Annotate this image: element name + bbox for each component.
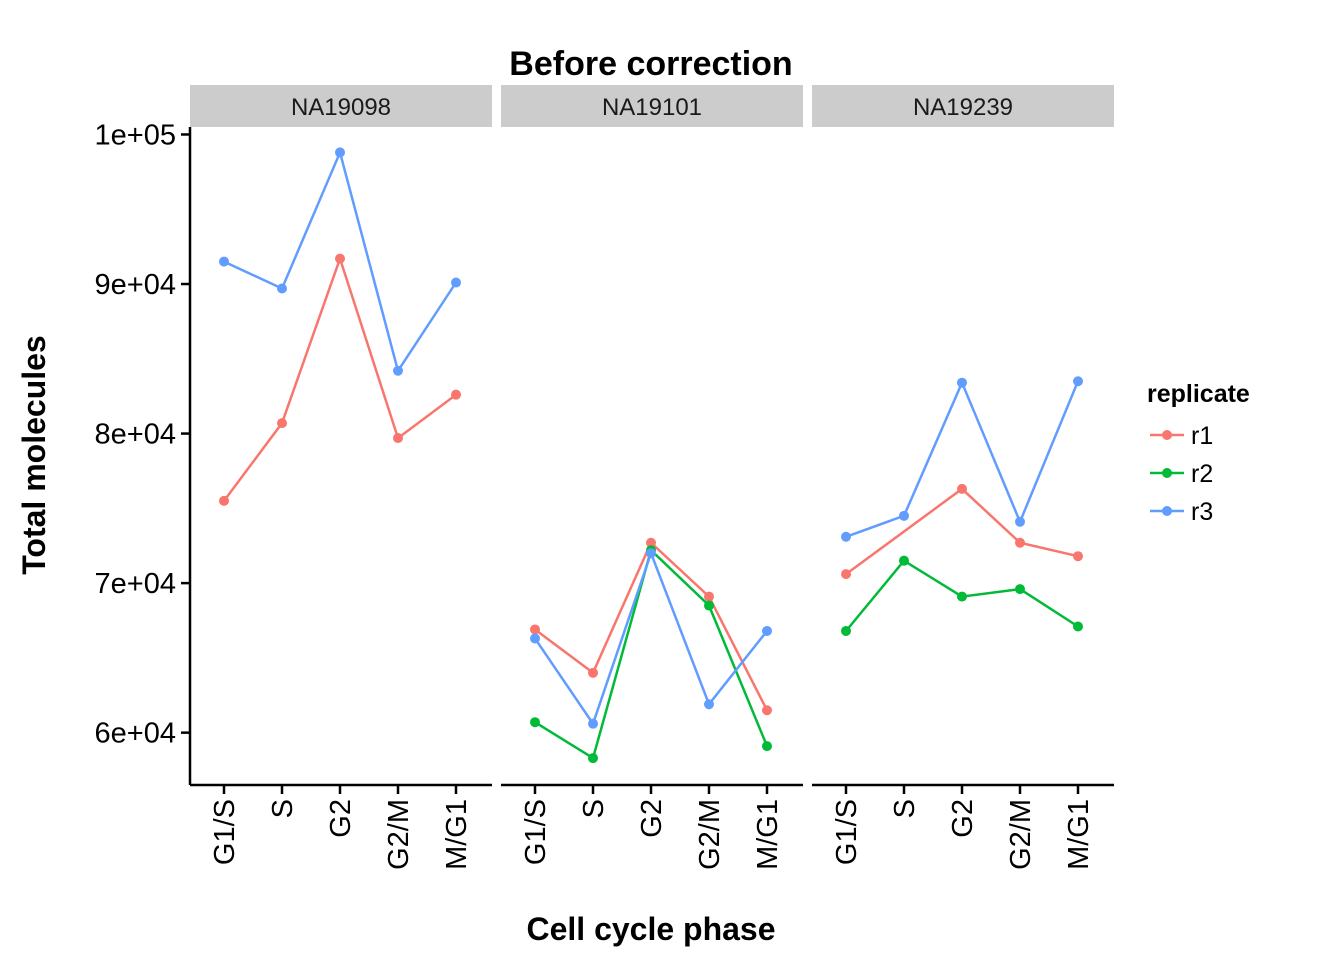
strip-label-na19098: NA19098 — [291, 94, 391, 121]
point-na19239-r1-3 — [1015, 537, 1025, 548]
line-na19239-r1 — [845, 487, 1079, 576]
legend-point-r3 — [1162, 506, 1172, 516]
point-na19098-r3-1 — [277, 283, 287, 294]
x-tick-label-na19101-4: M/G1 — [752, 799, 784, 870]
panel-na19101: NA19101 G1/S S G2 G2/M M/G1 — [501, 85, 803, 870]
panel-na19098: NA19098 G1/S S G2 G2/M M/G1 — [190, 85, 492, 870]
facet-panels: NA19098 G1/S S G2 G2/M M/G1 NA19101 G1/S S G2 G2/M… — [190, 85, 1114, 870]
point-na19239-r1-4 — [1073, 551, 1083, 562]
point-na19101-r1-4 — [762, 705, 772, 716]
point-na19101-r3-0 — [530, 633, 540, 644]
point-na19101-r1-3 — [704, 591, 714, 602]
point-na19098-r1-1 — [277, 418, 287, 429]
point-na19101-r1-2 — [646, 537, 656, 548]
legend-point-r2 — [1162, 468, 1172, 478]
x-tick-label-na19101-1: S — [578, 799, 610, 818]
point-na19098-r1-3 — [393, 433, 403, 444]
point-na19101-r3-1 — [588, 718, 598, 729]
point-na19239-r2-3 — [1015, 584, 1025, 595]
point-na19101-r3-4 — [762, 625, 772, 636]
point-na19239-r2-1 — [899, 555, 909, 566]
x-axis-title: Cell cycle phase — [526, 911, 775, 947]
point-na19239-r3-0 — [841, 531, 851, 542]
strip-label-na19101: NA19101 — [602, 94, 702, 121]
y-tick-label-0: 6e+04 — [95, 718, 176, 750]
point-na19098-r1-2 — [335, 253, 345, 264]
point-na19239-r3-3 — [1015, 516, 1025, 527]
strip-na19098 — [190, 85, 492, 127]
y-tick-label-3: 9e+04 — [95, 269, 176, 301]
y-axis: 6e+04 7e+04 8e+04 9e+04 1e+05 — [95, 119, 192, 785]
point-na19239-r2-2 — [957, 591, 967, 602]
panel-na19239: NA19239 G1/S S G2 G2/M M/G1 — [812, 85, 1114, 870]
point-na19098-r3-4 — [451, 277, 461, 288]
point-na19239-r3-4 — [1073, 376, 1083, 387]
x-tick-label-na19101-0: G1/S — [520, 799, 552, 865]
legend-point-r1 — [1162, 430, 1172, 440]
point-na19239-r2-0 — [841, 625, 851, 636]
y-tick-label-2: 8e+04 — [95, 419, 176, 451]
point-na19101-r2-0 — [530, 717, 540, 728]
point-na19101-r1-1 — [588, 667, 598, 678]
strip-na19101 — [501, 85, 803, 127]
x-tick-label-na19239-0: G1/S — [831, 799, 863, 865]
strip-label-na19239: NA19239 — [913, 94, 1013, 121]
legend-title: replicate — [1147, 380, 1250, 408]
x-tick-label-na19098-4: M/G1 — [441, 799, 473, 870]
point-na19098-r1-0 — [219, 495, 229, 506]
x-tick-label-na19098-3: G2/M — [383, 799, 415, 870]
point-na19101-r1-0 — [530, 624, 540, 635]
point-na19239-r2-4 — [1073, 621, 1083, 632]
point-na19101-r2-3 — [704, 600, 714, 611]
x-tick-label-na19101-3: G2/M — [694, 799, 726, 870]
x-tick-label-na19101-2: G2 — [636, 799, 668, 838]
point-na19239-r1-0 — [841, 569, 851, 580]
point-na19098-r3-0 — [219, 256, 229, 267]
legend-label-r2: r2 — [1191, 460, 1213, 488]
x-tick-label-na19239-2: G2 — [947, 799, 979, 838]
y-tick-label-4: 1e+05 — [95, 119, 176, 151]
legend-label-r3: r3 — [1191, 498, 1213, 526]
chart-title: Before correction — [509, 45, 792, 83]
point-na19101-r2-1 — [588, 753, 598, 764]
x-tick-label-na19098-0: G1/S — [209, 799, 241, 865]
point-na19239-r3-1 — [899, 510, 909, 521]
x-tick-label-na19098-2: G2 — [325, 799, 357, 838]
x-tick-label-na19239-4: M/G1 — [1063, 799, 1095, 870]
x-tick-label-na19239-3: G2/M — [1005, 799, 1037, 870]
point-na19098-r1-4 — [451, 389, 461, 400]
point-na19101-r2-4 — [762, 741, 772, 752]
point-na19239-r1-2 — [957, 483, 967, 494]
legend-label-r1: r1 — [1191, 422, 1213, 450]
strip-na19239 — [812, 85, 1114, 127]
point-na19098-r3-3 — [393, 365, 403, 376]
legend: replicate r1 r2 r3 — [1147, 380, 1250, 526]
point-na19101-r3-2 — [646, 548, 656, 559]
y-axis-title: Total molecules — [16, 335, 52, 574]
y-tick-label-1: 7e+04 — [95, 568, 176, 600]
point-na19239-r3-2 — [957, 377, 967, 388]
point-na19101-r3-3 — [704, 699, 714, 710]
x-tick-label-na19239-1: S — [889, 799, 921, 818]
point-na19098-r3-2 — [335, 147, 345, 158]
x-tick-label-na19098-1: S — [267, 799, 299, 818]
